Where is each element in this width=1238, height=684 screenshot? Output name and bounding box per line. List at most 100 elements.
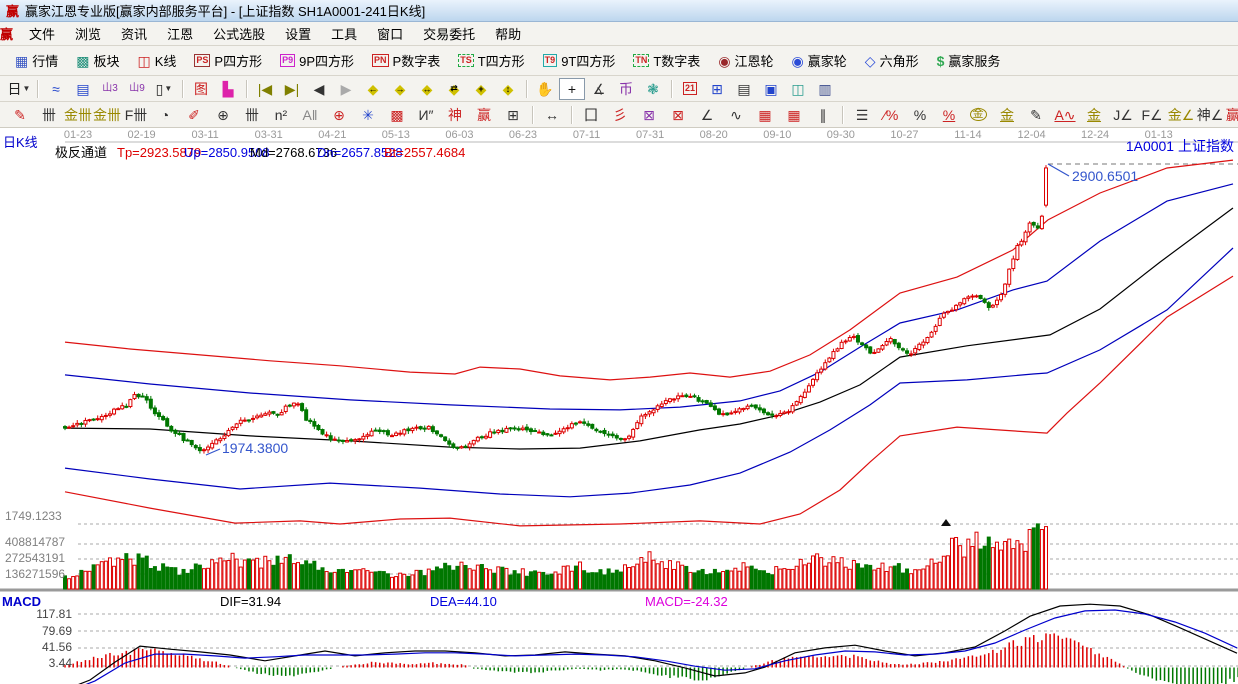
menu-2[interactable]: 资讯 bbox=[121, 27, 148, 42]
grid-box-tool[interactable]: ▩ bbox=[383, 104, 411, 126]
calculator-tool[interactable]: ⊞ bbox=[704, 78, 730, 100]
percent-line-tool[interactable]: % bbox=[935, 104, 963, 126]
red-grid-tool[interactable]: ▦ bbox=[751, 104, 779, 126]
golden-box-tool[interactable]: 金 bbox=[1080, 104, 1108, 126]
spiral-tool[interactable]: ◔ bbox=[151, 104, 179, 126]
number-ruler-tool[interactable]: ⊞ bbox=[499, 104, 527, 126]
quotes-button[interactable]: ▦ 行情 bbox=[6, 48, 67, 73]
fan-box-tool[interactable]: ⊠ bbox=[635, 104, 663, 126]
p-square-button[interactable]: PS P四方形 bbox=[185, 48, 271, 73]
menu-9[interactable]: 帮助 bbox=[495, 27, 522, 42]
golden-angle-tool[interactable]: 金∠ bbox=[1167, 104, 1195, 126]
title-bar[interactable]: 赢 赢家江恩专业版[赢家内部服务平台] - [上证指数 SH1A0001-241… bbox=[0, 0, 1238, 22]
sectors-button[interactable]: ▩ 板块 bbox=[67, 48, 128, 73]
box-tool[interactable]: 囗 bbox=[577, 104, 605, 126]
percent-slope-tool[interactable]: ∕% bbox=[877, 104, 905, 126]
time-grid-tool[interactable]: 卌 bbox=[238, 104, 266, 126]
winner-service-button[interactable]: $ 赢家服务 bbox=[928, 48, 1010, 73]
red-grid2-tool[interactable]: ▦ bbox=[780, 104, 808, 126]
width-measure-tool[interactable]: ↔ bbox=[538, 104, 566, 126]
shen-grid-tool[interactable]: 神 bbox=[441, 104, 469, 126]
9t-square-button[interactable]: T9 9T四方形 bbox=[534, 48, 625, 73]
brush-tool[interactable]: ✎ bbox=[6, 104, 34, 126]
levels-tool[interactable]: ☰ bbox=[848, 104, 876, 126]
hand-tool[interactable]: ✋ bbox=[532, 78, 558, 100]
prev-bar-button[interactable]: ◀ bbox=[306, 78, 332, 100]
fan-lines-tool[interactable]: 彡 bbox=[606, 104, 634, 126]
mirror-tool[interactable]: A‖ bbox=[296, 104, 324, 126]
fan-box2-tool[interactable]: ⊠ bbox=[664, 104, 692, 126]
angle-lines-tool[interactable]: ∠ bbox=[693, 104, 721, 126]
gann-arrow-updown[interactable]: ◆ ↕ bbox=[495, 78, 521, 100]
hexagon-button[interactable]: ◇ 六角形 bbox=[856, 48, 928, 73]
candle-style-menu[interactable]: ▯ ▼ bbox=[151, 78, 177, 100]
p-number-table-button[interactable]: PN P数字表 bbox=[363, 48, 449, 73]
t-square-button[interactable]: TS T四方形 bbox=[449, 48, 533, 73]
wave-9-tool[interactable]: 山9 bbox=[124, 78, 150, 100]
child-window-icon[interactable]: 赢 bbox=[0, 27, 14, 42]
t-number-table-button[interactable]: TN T数字表 bbox=[624, 48, 709, 73]
percent-tool[interactable]: % bbox=[906, 104, 934, 126]
chart-canvas[interactable] bbox=[0, 128, 1238, 684]
notes-tool[interactable]: ▤ bbox=[731, 78, 757, 100]
volume-profile-tool[interactable]: ▙ bbox=[215, 78, 241, 100]
f-angle-tool[interactable]: F∠ bbox=[1138, 104, 1166, 126]
a-wave-tool[interactable]: A∿ bbox=[1051, 104, 1079, 126]
annotate-tool[interactable]: ✎ bbox=[1022, 104, 1050, 126]
period-daily-menu[interactable]: 日 ▼ bbox=[6, 78, 32, 100]
calendar-tool[interactable]: 21 bbox=[677, 78, 703, 100]
angle-measure-tool[interactable]: ∡ bbox=[586, 78, 612, 100]
remote-data-tool[interactable]: ◫ bbox=[785, 78, 811, 100]
target-tool[interactable]: ⊕ bbox=[325, 104, 353, 126]
9p-square-button[interactable]: P9 9P四方形 bbox=[271, 48, 363, 73]
golden-grid-tool[interactable]: 金卌 bbox=[64, 104, 92, 126]
pane-period-label[interactable]: 日K线 bbox=[3, 135, 38, 150]
menu-3[interactable]: 江恩 bbox=[167, 27, 194, 42]
wave-mark-tool[interactable]: И″ bbox=[412, 104, 440, 126]
golden-grid2-tool[interactable]: 金卌 bbox=[93, 104, 121, 126]
parallel-lines-tool[interactable]: ∥ bbox=[809, 104, 837, 126]
menu-4[interactable]: 公式选股 bbox=[213, 27, 266, 42]
data-panel-tool[interactable]: ▤ bbox=[70, 78, 96, 100]
gann-shape-tool[interactable]: 币 bbox=[613, 78, 639, 100]
j-angle-tool[interactable]: J∠ bbox=[1109, 104, 1137, 126]
price-grid-tool[interactable]: 卌 bbox=[35, 104, 63, 126]
crosshair-tool[interactable]: + bbox=[559, 77, 585, 100]
ying-angle-tool[interactable]: 赢∠ bbox=[1225, 104, 1238, 126]
gann-arrow-right[interactable]: ◆ → bbox=[387, 78, 413, 100]
menu-8[interactable]: 交易委托 bbox=[423, 27, 476, 42]
circle-cycle-tool[interactable]: ⊕ bbox=[209, 104, 237, 126]
golden-level-tool[interactable]: 金 bbox=[993, 104, 1021, 126]
shen-angle-tool[interactable]: 神∠ bbox=[1196, 104, 1224, 126]
gann-arrow-cross[interactable]: ◆ + bbox=[468, 78, 494, 100]
menu-1[interactable]: 浏览 bbox=[75, 27, 102, 42]
golden-circle-tool[interactable]: 金 bbox=[964, 104, 992, 126]
gann-arrow-both[interactable]: ◆ ↔ bbox=[414, 78, 440, 100]
indicator-name-label[interactable]: 极反通道 bbox=[55, 145, 108, 160]
save-tool[interactable]: ▣ bbox=[758, 78, 784, 100]
gann-arrow-swap[interactable]: ◆ ⇄ bbox=[441, 78, 467, 100]
menu-0[interactable]: 文件 bbox=[29, 27, 56, 42]
f-grid-tool[interactable]: F卌 bbox=[122, 104, 150, 126]
wave-3-tool[interactable]: 山3 bbox=[97, 78, 123, 100]
macd-pane-label[interactable]: MACD bbox=[2, 594, 41, 609]
neural-tool[interactable]: ❃ bbox=[640, 78, 666, 100]
menu-6[interactable]: 工具 bbox=[331, 27, 358, 42]
wave-check-tool[interactable]: ∿ bbox=[722, 104, 750, 126]
menu-5[interactable]: 设置 bbox=[285, 27, 312, 42]
kline-button[interactable]: ◫ K线 bbox=[129, 48, 186, 73]
chart-pattern-tool[interactable]: ≈ bbox=[43, 78, 69, 100]
last-bar-button[interactable]: ▶| bbox=[279, 78, 305, 100]
winner-wheel-button[interactable]: ◉ 赢家轮 bbox=[783, 48, 856, 73]
ying-grid-tool[interactable]: 赢 bbox=[470, 104, 498, 126]
pattern-search-tool[interactable]: 图 bbox=[188, 78, 214, 100]
first-bar-button[interactable]: |◀ bbox=[252, 78, 278, 100]
terminal-tool[interactable]: ▥ bbox=[812, 78, 838, 100]
pen-tool[interactable]: ✐ bbox=[180, 104, 208, 126]
gann-arrow-left[interactable]: ◆ ← bbox=[360, 78, 386, 100]
square-number-tool[interactable]: n² bbox=[267, 104, 295, 126]
gann-wheel-button[interactable]: ◉ 江恩轮 bbox=[709, 48, 782, 73]
menu-7[interactable]: 窗口 bbox=[377, 27, 404, 42]
next-bar-button[interactable]: ▶ bbox=[333, 78, 359, 100]
star-cycle-tool[interactable]: ✳ bbox=[354, 104, 382, 126]
